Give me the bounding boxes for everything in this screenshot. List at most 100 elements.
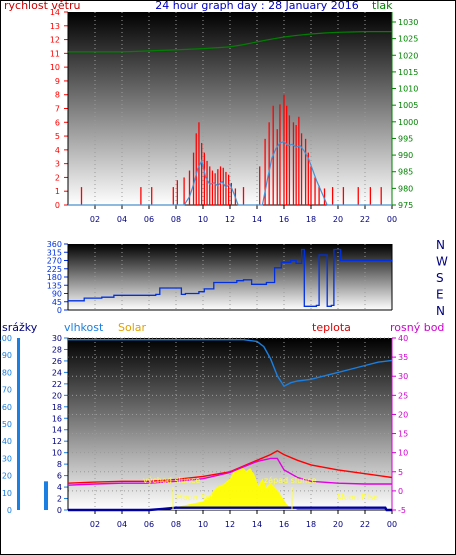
temperature-x-tick-label: 22 [360, 520, 370, 529]
temperature-x-tick-label: 20 [333, 520, 343, 529]
pressure-y-tick-label: 980 [398, 184, 413, 193]
temperature-line [67, 449, 393, 484]
temperature-x-tick-label: 12 [225, 520, 235, 529]
pressure-y-tick-label: 1020 [398, 51, 418, 60]
direction-y-tick-label: 270 [47, 257, 62, 266]
wind-y-tick-label: 1 [55, 187, 60, 196]
temperature-x-tick-label: 18 [306, 520, 316, 529]
direction-y-tick-label: 225 [47, 265, 62, 274]
wind-axis-title: rychlost větru [4, 0, 80, 12]
pressure-y-tick-label: 1025 [398, 35, 418, 44]
pressure-y-tick-label: 985 [398, 168, 413, 177]
wind-speed-line [68, 140, 392, 206]
temperature-y-tick-label: -5 [398, 506, 406, 515]
temperature-y-tick-label: 30 [398, 372, 408, 381]
wind-y-tick-label: 8 [55, 91, 60, 100]
humidity-y-tick-label: 50 [2, 420, 12, 429]
temperature-y-tick-label: 35 [398, 353, 408, 362]
direction-y-tick-label: 0 [57, 306, 62, 315]
chart-marks [67, 31, 393, 512]
humidity-y-tick-label: 90 [2, 351, 12, 360]
rain-line [68, 506, 392, 512]
wind-y-tick-label: 0 [55, 201, 60, 210]
direction-y-tick-label: 360 [47, 240, 62, 249]
humidity-y-tick-label: 40 [2, 437, 12, 446]
temperature-x-tick-label: 14 [252, 520, 262, 529]
rain-y-tick-label: 30 [52, 334, 62, 343]
humidity-y-tick-label: 30 [2, 454, 12, 463]
sunrise-label: východ slunce [143, 476, 200, 485]
wind-x-tick-label: 10 [198, 215, 208, 224]
direction-y-tick-label: 90 [52, 290, 62, 299]
temperature-y-tick-label: 15 [398, 430, 408, 439]
wind-x-tick-label: 08 [171, 215, 181, 224]
wind-y-tick-label: 10 [50, 63, 60, 72]
rain-y-tick-label: 4 [57, 483, 62, 492]
rain-y-tick-label: 8 [57, 460, 62, 469]
temperature-x-tick-label: 02 [90, 520, 100, 529]
humidity-line [68, 339, 393, 388]
temperature-y-tick-label: 20 [398, 410, 408, 419]
rain-y-tick-label: 18 [52, 403, 62, 412]
wind-x-tick-label: 04 [117, 215, 127, 224]
humidity-axis-bar [17, 338, 20, 510]
wind-y-tick-label: 9 [55, 77, 60, 86]
pressure-y-tick-label: 1000 [398, 118, 418, 127]
direction-y-tick-label: 45 [52, 298, 62, 307]
pressure-y-tick-label: 995 [398, 134, 413, 143]
rain-axis-bar [44, 481, 48, 510]
temperature-grid [17, 337, 396, 514]
wind-y-tick-label: 5 [55, 132, 60, 141]
wind-y-tick-label: 6 [55, 118, 60, 127]
humidity-y-tick-label: 80 [2, 368, 12, 377]
humidity-axis-title: vlhkost [64, 321, 104, 334]
pressure-line [68, 31, 392, 53]
wind-y-tick-label: 3 [55, 160, 60, 169]
temperature-x-tick-label: 06 [144, 520, 154, 529]
pressure-y-tick-label: 990 [398, 151, 413, 160]
chart-title: 24 hour graph day : 28 January 2016 [155, 0, 359, 12]
wind-x-tick-label: 02 [90, 215, 100, 224]
pressure-y-tick-label: 1005 [398, 101, 418, 110]
wind-x-tick-label: 12 [225, 215, 235, 224]
humidity-y-tick-label: 10 [2, 489, 12, 498]
tick-labels: 0123456789101112131497598098599099510001… [0, 8, 448, 529]
rain-y-tick-label: 16 [52, 414, 62, 423]
rain-axis-title: srážky [2, 321, 38, 334]
temperature-y-tick-label: 25 [398, 391, 408, 400]
pressure-y-tick-label: 1030 [398, 18, 418, 27]
temperature-y-tick-label: 0 [398, 487, 403, 496]
rain-y-tick-label: 0 [57, 506, 62, 515]
pressure-y-tick-label: 1015 [398, 68, 418, 77]
humidity-y-tick-label: 0 [7, 506, 12, 515]
direction-grid [64, 243, 393, 311]
direction-y-tick-label: 180 [47, 273, 62, 282]
compass-label: E [436, 288, 444, 302]
humidity-y-tick-label: 100 [0, 334, 12, 343]
wind-direction-line [68, 248, 393, 307]
pressure-y-tick-label: 975 [398, 201, 413, 210]
compass-label: N [436, 238, 445, 252]
rain-y-tick-label: 14 [52, 426, 62, 435]
wind-y-tick-label: 4 [55, 146, 60, 155]
wind-x-tick-label: 16 [279, 215, 289, 224]
rain-y-tick-label: 22 [52, 380, 62, 389]
pressure-y-tick-label: 1010 [398, 85, 418, 94]
wind-x-tick-label: 20 [333, 215, 343, 224]
wind-y-tick-label: 2 [55, 173, 60, 182]
rain-y-tick-label: 20 [52, 391, 62, 400]
wind-y-tick-label: 14 [50, 8, 60, 17]
temperature-x-tick-label: 10 [198, 520, 208, 529]
temperature-x-tick-label: 08 [171, 520, 181, 529]
temperature-x-tick-label: 16 [279, 520, 289, 529]
solar-axis-title: Solar [118, 321, 147, 334]
wind-y-tick-label: 11 [50, 49, 60, 58]
wind-y-tick-label: 7 [55, 105, 60, 114]
wind-y-tick-label: 12 [50, 36, 60, 45]
temperature-y-tick-label: 10 [398, 449, 408, 458]
humidity-y-tick-label: 20 [2, 472, 12, 481]
rain-y-tick-label: 28 [52, 345, 62, 354]
temperature-y-tick-label: 40 [398, 334, 408, 343]
